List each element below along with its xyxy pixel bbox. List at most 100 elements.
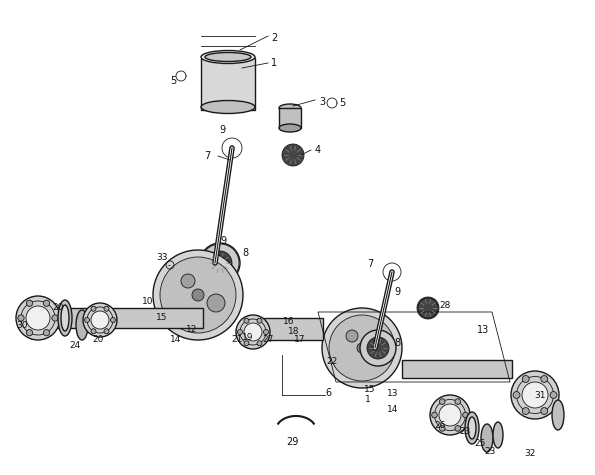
Circle shape xyxy=(346,330,358,342)
Text: 33: 33 xyxy=(156,254,168,263)
Text: 9: 9 xyxy=(219,125,225,135)
Text: 12: 12 xyxy=(186,325,198,334)
Circle shape xyxy=(432,412,437,418)
Circle shape xyxy=(370,346,384,360)
Circle shape xyxy=(264,330,268,334)
Bar xyxy=(243,318,323,340)
Circle shape xyxy=(200,243,240,283)
Circle shape xyxy=(160,257,236,333)
Text: 23: 23 xyxy=(484,447,496,456)
Circle shape xyxy=(367,337,389,359)
Bar xyxy=(201,58,255,110)
Circle shape xyxy=(207,294,225,312)
Circle shape xyxy=(282,144,304,166)
Text: 23: 23 xyxy=(459,428,471,437)
Circle shape xyxy=(417,297,439,319)
Ellipse shape xyxy=(481,424,493,452)
Circle shape xyxy=(455,399,461,404)
Ellipse shape xyxy=(468,417,476,439)
Ellipse shape xyxy=(205,53,251,61)
Circle shape xyxy=(322,308,402,388)
Text: 2: 2 xyxy=(271,33,277,43)
Bar xyxy=(55,308,203,328)
Circle shape xyxy=(104,306,109,311)
Circle shape xyxy=(26,300,33,306)
Circle shape xyxy=(26,330,33,336)
Circle shape xyxy=(463,412,468,418)
Circle shape xyxy=(16,296,60,340)
Text: 30: 30 xyxy=(16,321,28,330)
Text: 20: 20 xyxy=(92,335,104,344)
Text: 4: 4 xyxy=(315,145,321,155)
Circle shape xyxy=(18,315,24,321)
Text: 13: 13 xyxy=(477,325,489,335)
Circle shape xyxy=(357,343,367,353)
Text: 14: 14 xyxy=(170,335,181,344)
Text: 5: 5 xyxy=(339,98,345,108)
Text: 9: 9 xyxy=(394,287,400,297)
Circle shape xyxy=(104,329,109,334)
Ellipse shape xyxy=(58,300,72,336)
Text: 1: 1 xyxy=(271,58,277,68)
Circle shape xyxy=(91,311,109,329)
Circle shape xyxy=(91,306,96,311)
Text: 20: 20 xyxy=(52,304,64,313)
Text: 14: 14 xyxy=(387,406,399,415)
Circle shape xyxy=(541,376,547,382)
Ellipse shape xyxy=(201,101,255,114)
Circle shape xyxy=(257,318,262,323)
Text: 5: 5 xyxy=(170,76,176,86)
Circle shape xyxy=(257,341,262,346)
Text: 6: 6 xyxy=(325,388,331,398)
Ellipse shape xyxy=(552,400,564,430)
Text: 17: 17 xyxy=(295,335,306,344)
Circle shape xyxy=(522,408,529,415)
Circle shape xyxy=(244,318,249,323)
Circle shape xyxy=(455,426,461,431)
Circle shape xyxy=(84,317,89,323)
Circle shape xyxy=(153,250,243,340)
Bar xyxy=(279,108,301,128)
Text: 15: 15 xyxy=(364,386,376,395)
Circle shape xyxy=(52,315,58,321)
Text: 1: 1 xyxy=(365,396,371,405)
Text: 9: 9 xyxy=(220,236,226,246)
Circle shape xyxy=(541,408,547,415)
Text: 19: 19 xyxy=(242,332,253,342)
Circle shape xyxy=(522,382,548,408)
Text: 7: 7 xyxy=(367,259,373,269)
Bar xyxy=(402,360,512,378)
Text: 31: 31 xyxy=(534,391,546,400)
Text: 8: 8 xyxy=(394,338,400,348)
Ellipse shape xyxy=(279,104,301,112)
Circle shape xyxy=(237,330,243,334)
Ellipse shape xyxy=(493,422,503,448)
Circle shape xyxy=(440,399,445,404)
Circle shape xyxy=(83,303,117,337)
Circle shape xyxy=(511,371,559,419)
Circle shape xyxy=(360,330,396,366)
Circle shape xyxy=(430,395,470,435)
Text: 24: 24 xyxy=(70,341,81,350)
Text: 3: 3 xyxy=(319,97,325,107)
Ellipse shape xyxy=(76,310,88,340)
Circle shape xyxy=(192,289,204,301)
Circle shape xyxy=(522,376,529,382)
Circle shape xyxy=(111,317,115,323)
Circle shape xyxy=(236,315,270,349)
Ellipse shape xyxy=(61,305,69,331)
Circle shape xyxy=(91,329,96,334)
Text: 25: 25 xyxy=(474,438,486,447)
Text: 22: 22 xyxy=(327,358,337,367)
Ellipse shape xyxy=(465,412,479,444)
Text: 16: 16 xyxy=(283,317,295,326)
Text: 21: 21 xyxy=(231,335,243,344)
Circle shape xyxy=(244,341,249,346)
Text: 8: 8 xyxy=(242,248,248,258)
Ellipse shape xyxy=(201,50,255,64)
Text: 28: 28 xyxy=(439,302,450,311)
Circle shape xyxy=(440,426,445,431)
Circle shape xyxy=(439,404,461,426)
Text: 13: 13 xyxy=(387,389,399,398)
Text: 18: 18 xyxy=(288,327,300,336)
